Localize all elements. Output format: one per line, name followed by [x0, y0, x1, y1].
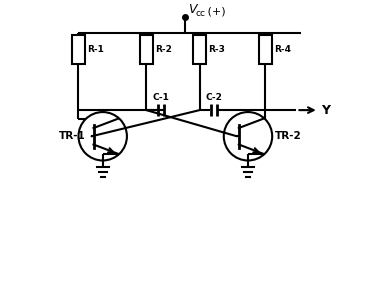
Bar: [193, 35, 206, 64]
Text: TR-2: TR-2: [275, 131, 302, 141]
Text: $V$: $V$: [188, 3, 199, 16]
Text: C-2: C-2: [206, 93, 222, 102]
Text: C-1: C-1: [153, 93, 169, 102]
Text: cc: cc: [196, 9, 206, 18]
Text: TR-1: TR-1: [59, 131, 86, 141]
Bar: [72, 35, 85, 64]
Text: R-4: R-4: [274, 45, 291, 54]
Text: Y: Y: [321, 104, 331, 117]
Circle shape: [224, 112, 272, 160]
Bar: [259, 35, 272, 64]
Text: R-2: R-2: [155, 45, 172, 54]
Text: R-3: R-3: [208, 45, 225, 54]
Bar: [140, 35, 153, 64]
Text: (+): (+): [204, 6, 226, 16]
Text: R-1: R-1: [87, 45, 104, 54]
Circle shape: [78, 112, 127, 160]
